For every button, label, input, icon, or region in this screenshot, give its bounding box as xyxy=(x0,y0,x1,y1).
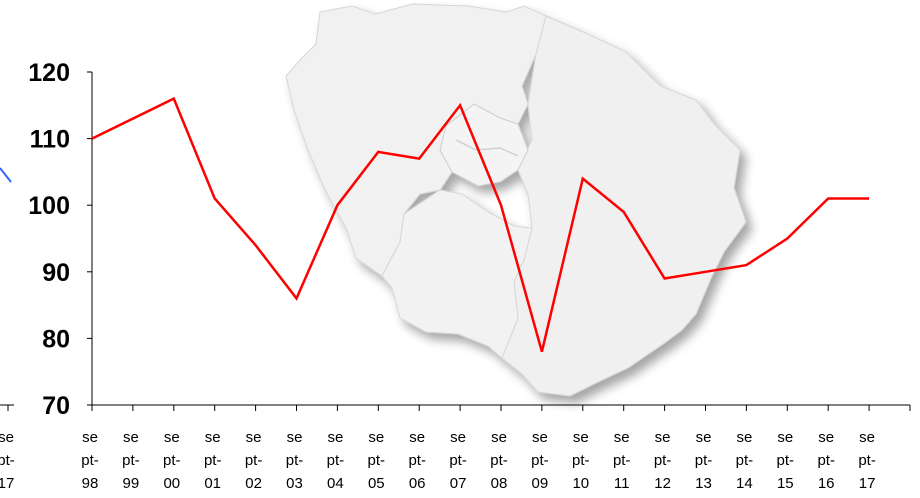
x-tick-label-sept-17: se pt-17 xyxy=(858,429,876,492)
x-tick-label-sept-02: se pt-02 xyxy=(245,429,263,492)
x-tick-label-sept-15: se pt-15 xyxy=(777,429,795,492)
map-border-line xyxy=(455,139,519,157)
map-south-department xyxy=(381,189,533,359)
map-center-department xyxy=(439,103,529,187)
x-tick-label-sept-12: se pt-12 xyxy=(654,429,672,492)
x-tick-label-sept-14: se pt-14 xyxy=(736,429,754,492)
y-tick-label-90: 90 xyxy=(42,259,70,287)
x-tick-label-sept-09: se pt-09 xyxy=(531,429,549,492)
x-tick-label-sept-05: se pt-05 xyxy=(368,429,386,492)
partial-blue-series-line xyxy=(0,167,12,183)
x-tick-label-sept-13: se pt-13 xyxy=(695,429,713,492)
x-tick-label-sept-11: se pt-11 xyxy=(613,429,631,492)
y-axis-ticks: 70 80 90 100 110 120 xyxy=(28,59,92,420)
region-map-image xyxy=(285,3,747,397)
x-tick-label-sept-99: se pt-99 xyxy=(122,429,140,492)
x-tick-label-sept-04: se pt-04 xyxy=(327,429,345,492)
y-tick-label-110: 110 xyxy=(30,126,70,154)
y-tick-label-70: 70 xyxy=(42,392,70,420)
x-tick-label-sept-01: se pt-01 xyxy=(204,429,222,492)
y-tick-label-120: 120 xyxy=(28,59,70,87)
left-partial-x-tick: se pt-17 xyxy=(0,405,15,492)
x-tick-label-sept-06: se pt-06 xyxy=(408,429,426,492)
x-tick-label-sept-16: se pt-16 xyxy=(817,429,835,492)
x-tick-label-sept-03: se pt-03 xyxy=(286,429,304,492)
left-partial-tick-label: se pt-17 xyxy=(0,429,15,492)
y-tick-label-100: 100 xyxy=(28,192,70,220)
series-line-0 xyxy=(91,96,870,353)
x-tick-label-sept-00: se pt-00 xyxy=(163,429,181,492)
x-tick-label-sept-10: se pt-10 xyxy=(572,429,590,492)
y-tick-label-80: 80 xyxy=(42,325,70,353)
series-group xyxy=(91,96,870,353)
x-tick-label-sept-08: se pt-08 xyxy=(490,429,508,492)
x-axis-ticks: se pt-98 se pt-99 se pt-00 se pt-01 se pt-02 se pt-… xyxy=(81,405,911,492)
map-east-department xyxy=(501,15,747,397)
x-tick-label-sept-07: se pt-07 xyxy=(449,429,467,492)
x-tick-label-sept-98: se pt-98 xyxy=(81,429,99,492)
